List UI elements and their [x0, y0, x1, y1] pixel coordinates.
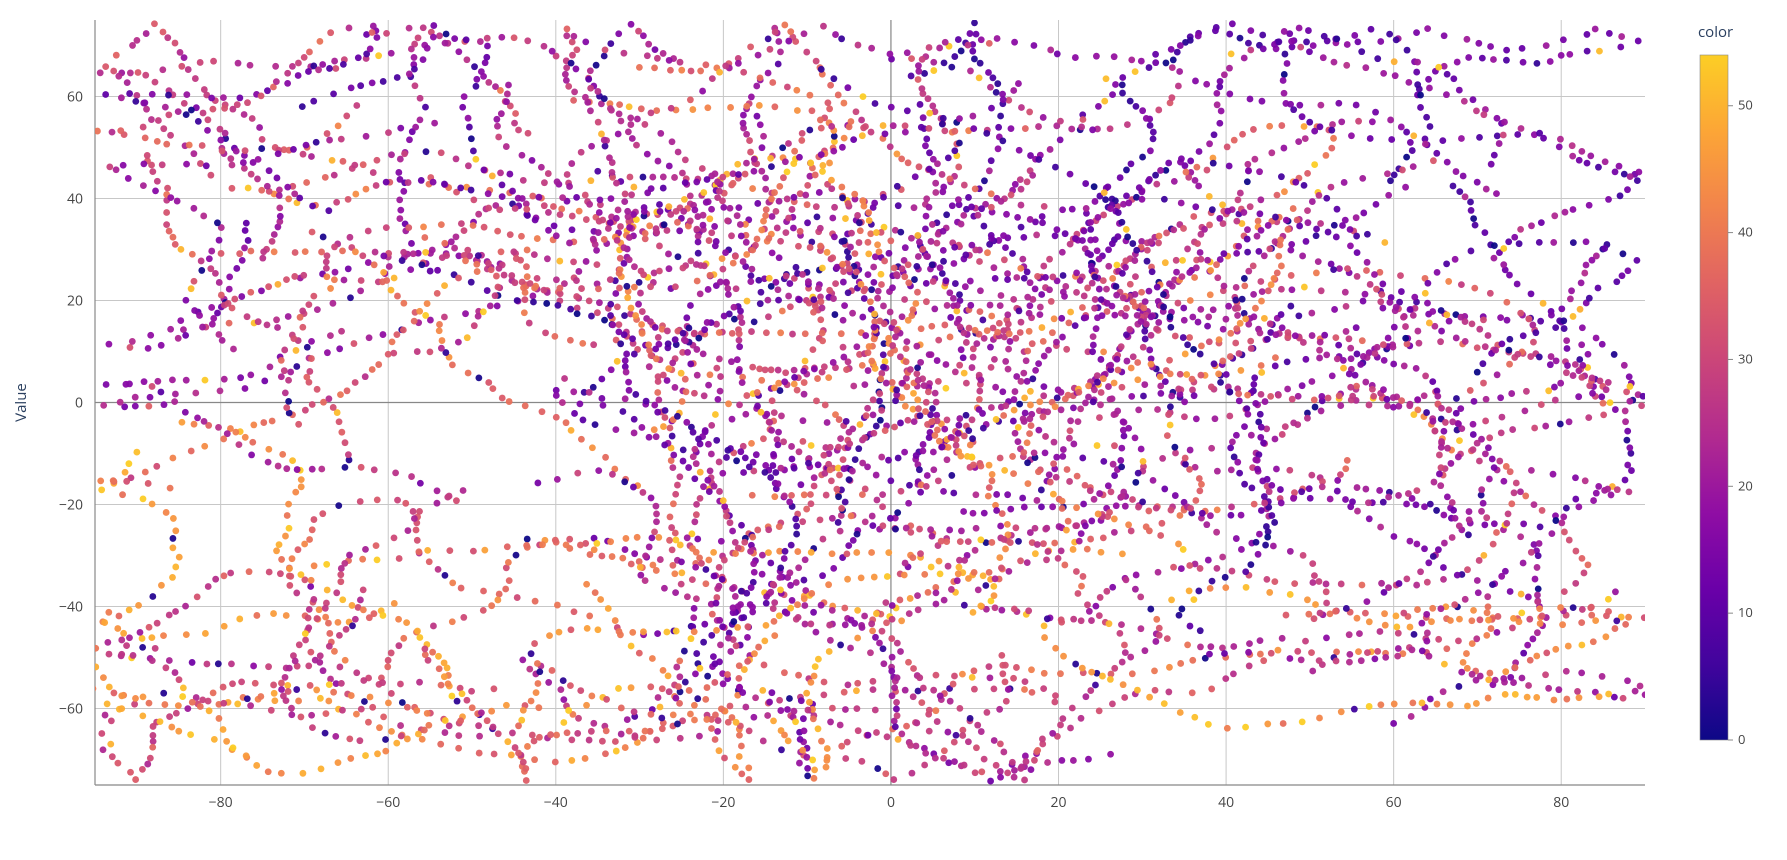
- x-tick-label: −40: [544, 793, 568, 812]
- x-tick-label: 60: [1386, 793, 1402, 812]
- chart-svg: −80 −60 −40 −20 0 20 40 60 80 −60 −40 −20 0 20 40 60 Val…: [0, 0, 1787, 860]
- y-tick-label: −20: [59, 496, 83, 515]
- x-tick-label: 80: [1553, 793, 1569, 812]
- x-tick-label: 0: [887, 793, 895, 812]
- scatter-chart: −80 −60 −40 −20 0 20 40 60 80 −60 −40 −20 0 20 40 60 Val…: [0, 0, 1787, 860]
- y-axis-title: Value: [11, 383, 31, 422]
- x-tick-label: 40: [1218, 793, 1234, 812]
- colorbar-title: color: [1698, 22, 1733, 42]
- y-tick-label: 40: [67, 190, 83, 209]
- x-tick-label: −60: [376, 793, 400, 812]
- y-tick-label: −60: [59, 700, 83, 719]
- x-tick-label: −80: [209, 793, 233, 812]
- y-tick-label: 20: [67, 292, 83, 311]
- y-tick-label: −40: [59, 598, 83, 617]
- colorbar-tick-label: 50: [1738, 96, 1753, 114]
- colorbar-tick-label: 0: [1738, 730, 1745, 748]
- colorbar-tick-label: 20: [1738, 476, 1753, 494]
- colorbar-tick-label: 10: [1738, 603, 1753, 621]
- colorbar-tick-label: 40: [1738, 223, 1753, 241]
- y-tick-label: 0: [75, 394, 83, 413]
- x-tick-label: 20: [1051, 793, 1067, 812]
- x-tick-label: −20: [711, 793, 735, 812]
- colorbar-tick-label: 30: [1738, 349, 1753, 367]
- y-tick-label: 60: [67, 88, 83, 107]
